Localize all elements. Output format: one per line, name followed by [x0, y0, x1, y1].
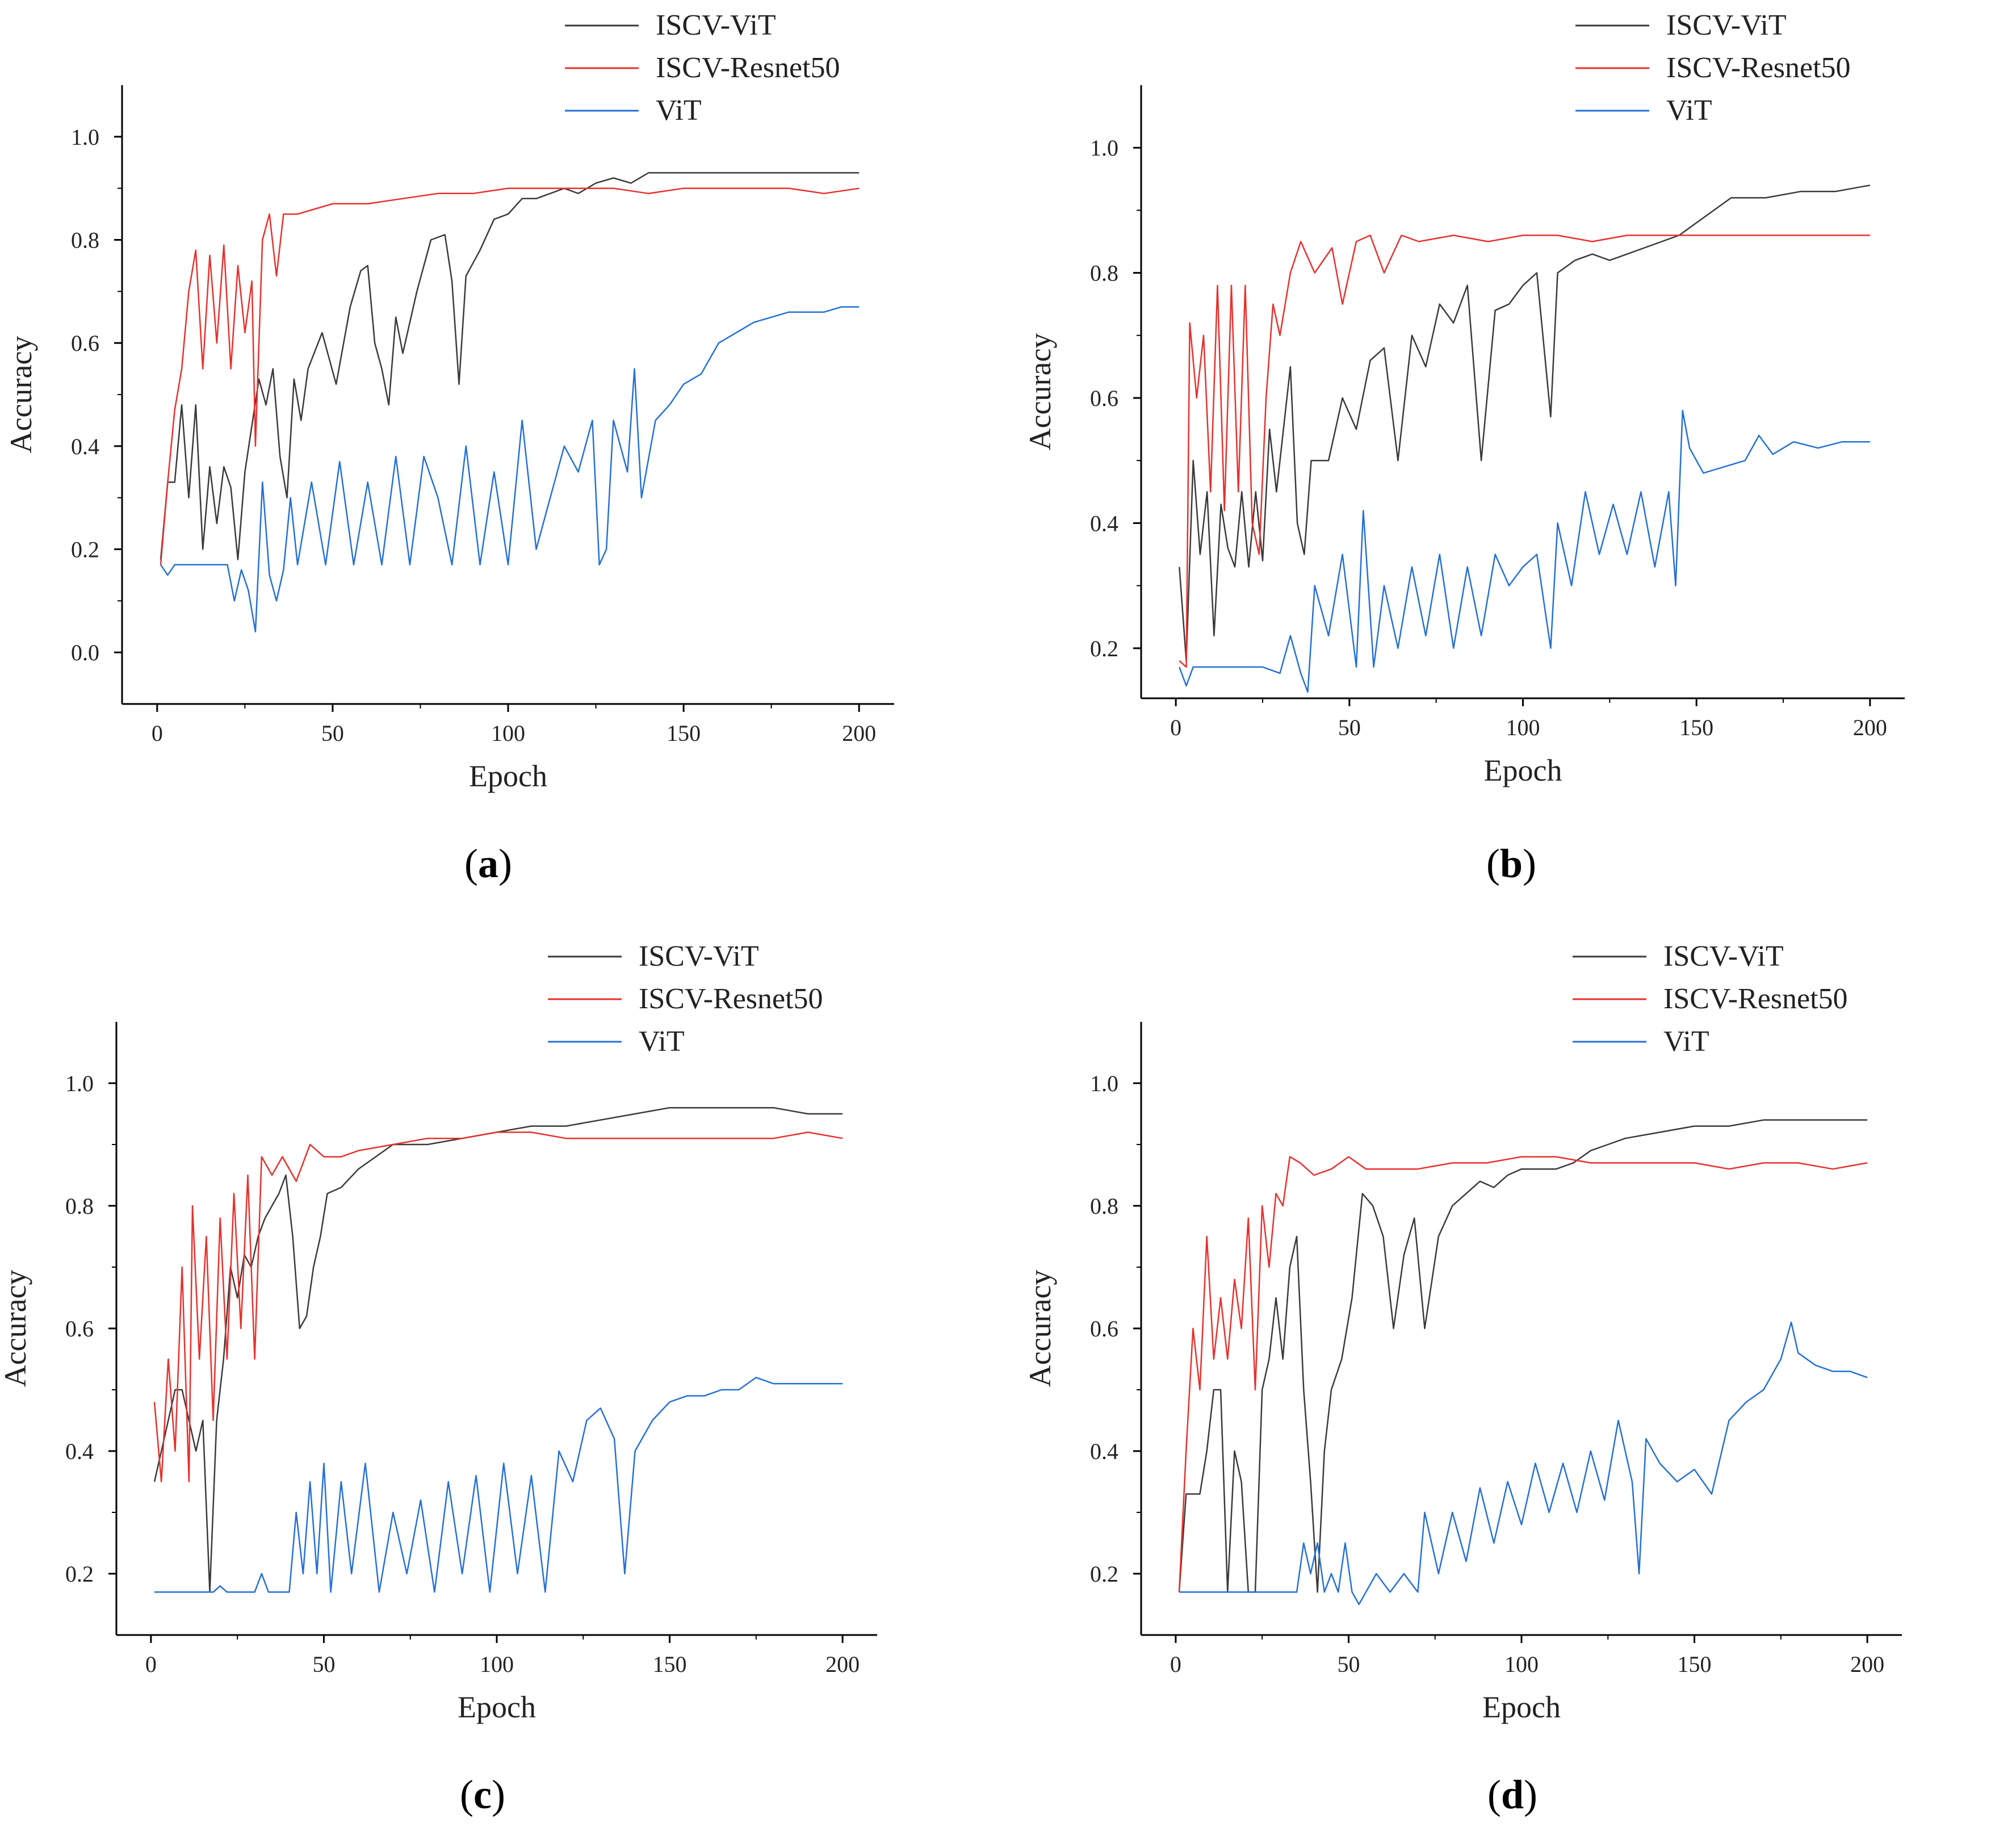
x-tick-label: 100	[491, 720, 525, 746]
x-tick-label: 50	[1338, 715, 1361, 740]
y-tick-label: 1.0	[1090, 135, 1118, 161]
x-axis-label: Epoch	[458, 1690, 536, 1724]
y-tick-label: 0.2	[1090, 636, 1118, 661]
y-axis-label: Accuracy	[1023, 333, 1057, 451]
series-line-vit	[1179, 1321, 1868, 1605]
y-tick-label: 0.6	[65, 1316, 94, 1341]
y-tick-label: 0.8	[71, 228, 99, 253]
y-tick-label: 0.2	[71, 537, 99, 563]
y-tick-label: 0.2	[65, 1561, 94, 1587]
x-tick-label: 200	[842, 720, 876, 746]
series-line-iscv-vit	[160, 172, 860, 560]
x-tick-label: 150	[1678, 1651, 1712, 1677]
legend-label-vit: ViT	[656, 94, 702, 127]
x-tick-label: 150	[667, 720, 701, 746]
y-tick-label: 0.8	[1090, 261, 1118, 286]
y-tick-label: 0.4	[1090, 1439, 1118, 1464]
x-tick-label: 150	[1679, 715, 1713, 740]
legend-label-iscv-resnet50: ISCV-Resnet50	[1663, 983, 1848, 1015]
legend-label-iscv-resnet50: ISCV-Resnet50	[639, 983, 823, 1015]
y-tick-label: 0.6	[1090, 385, 1118, 411]
series-line-vit	[154, 1377, 843, 1593]
x-tick-label: 200	[1850, 1651, 1884, 1677]
chart-a-svg: 0.0 0.2 0.4 0.6 0.8 1.0 0 50 100 150 200 Epoch Accur…	[4, 9, 894, 793]
legend-label-iscv-resnet50: ISCV-Resnet50	[656, 52, 840, 84]
x-tick-label: 0	[1170, 715, 1181, 740]
legend-label-iscv-vit: ISCV-ViT	[656, 9, 776, 41]
x-tick-label: 150	[653, 1651, 687, 1677]
legend-label-vit: ViT	[639, 1025, 685, 1058]
series-line-iscv-vit	[1179, 185, 1871, 662]
x-tick-label: 50	[321, 720, 344, 746]
chart-panel-a: 0.0 0.2 0.4 0.6 0.8 1.0 0 50 100 150 200 Epoch Accur…	[0, 0, 1008, 908]
y-tick-label: 0.0	[71, 640, 99, 665]
x-tick-label: 0	[152, 720, 163, 746]
caption-b: (b)	[1486, 841, 1537, 886]
x-tick-label: 0	[1170, 1651, 1181, 1677]
chart-c-svg: 0.2 0.4 0.6 0.8 1.0 0 50 100 150 200 Epoch Accuracy…	[0, 940, 877, 1724]
x-axis-label: Epoch	[469, 759, 547, 793]
chart-b-svg: 0.2 0.4 0.6 0.8 1.0 0 50 100 150 200 Epoch Accuracy…	[1023, 9, 1905, 787]
x-tick-label: 0	[145, 1651, 157, 1677]
caption-d: (d)	[1487, 1772, 1538, 1817]
legend-label-vit: ViT	[1663, 1025, 1709, 1058]
series-line-iscv-resnet50	[1179, 234, 1870, 668]
y-tick-label: 0.6	[1090, 1316, 1118, 1341]
y-tick-label: 0.8	[1090, 1193, 1118, 1219]
legend-label-iscv-vit: ISCV-ViT	[1666, 9, 1787, 41]
series-line-vit	[1179, 409, 1870, 693]
y-tick-label: 1.0	[71, 124, 99, 150]
x-tick-label: 100	[1504, 1651, 1539, 1677]
y-tick-label: 1.0	[1090, 1071, 1118, 1096]
x-tick-label: 100	[480, 1651, 514, 1677]
y-axis-label: Accuracy	[4, 336, 38, 454]
x-axis-label: Epoch	[1484, 753, 1562, 787]
x-axis-label: Epoch	[1482, 1690, 1561, 1724]
y-axis-label: Accuracy	[0, 1270, 32, 1387]
series-line-iscv-vit	[153, 1106, 843, 1593]
series-line-iscv-vit	[1178, 1119, 1868, 1593]
y-tick-label: 0.8	[65, 1193, 94, 1219]
series-line-iscv-resnet50	[153, 1131, 843, 1483]
series-line-iscv-resnet50	[160, 187, 860, 565]
legend-label-vit: ViT	[1666, 94, 1712, 127]
legend-label-iscv-resnet50: ISCV-Resnet50	[1666, 52, 1851, 84]
x-tick-label: 100	[1506, 715, 1540, 740]
x-tick-label: 200	[1853, 715, 1887, 740]
chart-panel-c: 0.2 0.4 0.6 0.8 1.0 0 50 100 150 200 Epoch Accuracy…	[0, 931, 1008, 1832]
x-tick-label: 50	[1337, 1651, 1360, 1677]
legend-label-iscv-vit: ISCV-ViT	[1663, 940, 1784, 972]
y-tick-label: 0.4	[1090, 510, 1118, 536]
y-tick-label: 1.0	[65, 1071, 94, 1096]
caption-c: (c)	[460, 1772, 505, 1817]
chart-panel-b: 0.2 0.4 0.6 0.8 1.0 0 50 100 150 200 Epoch Accuracy…	[1008, 0, 2016, 908]
chart-d-svg: 0.2 0.4 0.6 0.8 1.0 0 50 100 150 200 Epoch Accuracy…	[1023, 940, 1902, 1724]
x-tick-label: 50	[312, 1651, 335, 1677]
series-line-iscv-resnet50	[1178, 1156, 1868, 1592]
caption-a: (a)	[464, 841, 512, 886]
chart-panel-d: 0.2 0.4 0.6 0.8 1.0 0 50 100 150 200 Epoch Accuracy…	[1008, 931, 2016, 1832]
x-tick-label: 200	[825, 1651, 860, 1677]
y-tick-label: 0.4	[65, 1439, 94, 1464]
legend-label-iscv-vit: ISCV-ViT	[639, 940, 759, 972]
y-tick-label: 0.4	[71, 434, 99, 459]
series-line-vit	[160, 306, 860, 633]
y-axis-label: Accuracy	[1023, 1270, 1057, 1387]
y-tick-label: 0.2	[1090, 1561, 1118, 1587]
y-tick-label: 0.6	[71, 330, 99, 356]
